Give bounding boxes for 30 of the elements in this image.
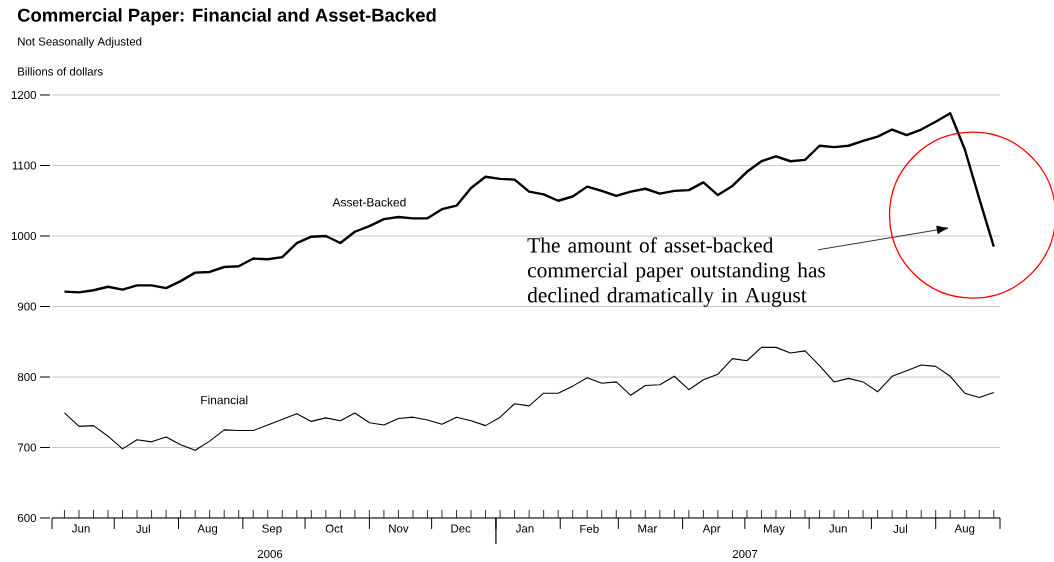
y-tick-label: 800: [17, 372, 37, 382]
y-tick-label: 1100: [12, 161, 37, 170]
text: 2007: [732, 549, 758, 559]
annotation: The amount of asset-backed commercial paper outstanding has declined dramatically in August: [527, 237, 826, 307]
x-tick-label: Sep: [262, 524, 282, 535]
x-tick-label: Jan: [515, 524, 534, 533]
y-tick-label: 700: [17, 443, 37, 452]
x-tick-label: Jun: [71, 524, 90, 533]
text: Financial: [201, 395, 248, 405]
x-tick-label: Jul: [136, 524, 150, 533]
x-tick-label: Aug: [197, 524, 218, 535]
chart-title: Commercial Paper: Financial and Asset-Backed: [17, 8, 436, 26]
x-tick-label: Mar: [638, 524, 658, 533]
y-tick-label: 1200: [11, 90, 37, 100]
x-tick-label: Feb: [580, 524, 599, 533]
x-tick-label: Apr: [702, 524, 721, 535]
x-tick-label: Jul: [893, 524, 907, 533]
y-tick-label: 1000: [11, 231, 37, 241]
x-tick-label: Nov: [389, 524, 409, 533]
series-label: Asset-Backed: [332, 197, 406, 207]
y-axis-title: Billions of dollars: [18, 67, 103, 76]
x-tick-label: May: [764, 524, 785, 535]
x-tick-label: Jun: [829, 524, 847, 533]
y-tick-label: 600: [17, 513, 37, 523]
x-tick-label: Oct: [325, 524, 343, 533]
x-tick-label: Aug: [954, 524, 975, 535]
x-tick-label: Dec: [451, 524, 471, 533]
text: 2006: [257, 549, 283, 559]
chart-subtitle: Not Seasonally Adjusted: [18, 37, 142, 48]
y-tick-label: 900: [17, 302, 37, 311]
